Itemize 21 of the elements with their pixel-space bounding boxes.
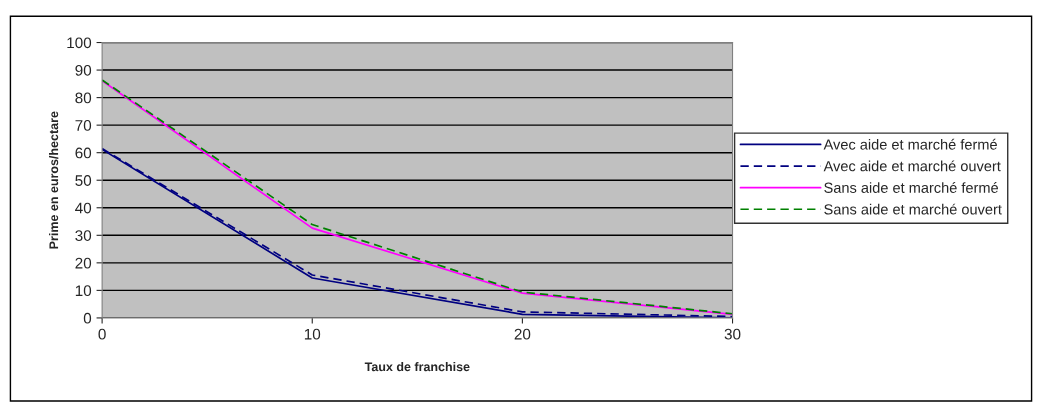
y-tick-label: 100: [67, 37, 92, 49]
text: Avec aide et marché fermé: [823, 138, 997, 150]
y-tick-label: 70: [75, 120, 92, 131]
x-tick-label: 20: [514, 328, 531, 340]
y-tick-label: 10: [75, 285, 92, 297]
y-tick-label: 40: [75, 202, 92, 214]
y-tick-label: 60: [75, 147, 92, 159]
text: Avec aide et marché ouvert: [823, 160, 1001, 172]
x-tick-label: 10: [304, 328, 321, 340]
y-tick-label: 30: [75, 230, 92, 241]
text: Sans aide et marché fermé: [824, 182, 999, 193]
text: Sans aide et marché ouvert: [824, 203, 1002, 215]
y-tick-label: 80: [75, 92, 92, 104]
y-tick-label: 0: [83, 312, 92, 324]
x-tick-label: 0: [98, 328, 106, 340]
y-tick-label: 90: [75, 64, 92, 76]
y-tick-label: 20: [75, 257, 92, 269]
y-tick-label: 50: [75, 175, 92, 186]
x-tick-label: 30: [724, 328, 741, 340]
y-axis-title: Prime en euros/hectare: [49, 111, 59, 249]
x-axis-title: Taux de franchise: [364, 362, 470, 372]
